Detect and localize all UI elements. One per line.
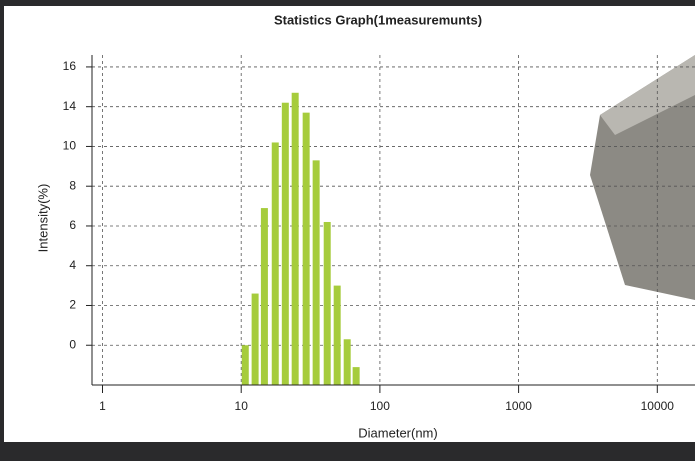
y-tick-label: 14 — [63, 99, 77, 113]
bar — [303, 113, 310, 385]
y-tick-label: 2 — [69, 298, 76, 312]
bar — [334, 286, 341, 385]
y-tick-label: 4 — [69, 258, 76, 272]
x-tick-label: 10000 — [641, 399, 675, 413]
bar — [272, 142, 279, 385]
y-axis-label: Intensity(%) — [35, 184, 50, 253]
chart-title: Statistics Graph(1measuremunts) — [274, 12, 482, 27]
x-tick-label: 100 — [370, 399, 390, 413]
y-tick-label: 0 — [69, 337, 76, 351]
y-tick-label: 10 — [63, 139, 77, 153]
bar — [344, 339, 351, 385]
x-tick-label: 10 — [235, 399, 249, 413]
bar — [252, 294, 259, 385]
bar — [324, 222, 331, 385]
y-tick-label: 8 — [69, 178, 76, 192]
x-axis-label: Diameter(nm) — [358, 425, 437, 440]
x-tick-label: 1000 — [505, 399, 532, 413]
bar — [261, 208, 268, 385]
bar — [353, 367, 360, 385]
bar — [282, 103, 289, 385]
bar — [292, 93, 299, 385]
x-tick-label: 1 — [99, 399, 106, 413]
y-tick-label: 6 — [69, 218, 76, 232]
screenshot: Statistics Graph(1measuremunts) Diameter… — [0, 0, 695, 461]
bar — [313, 160, 320, 385]
y-tick-label: 16 — [63, 59, 77, 73]
bar — [242, 345, 249, 385]
